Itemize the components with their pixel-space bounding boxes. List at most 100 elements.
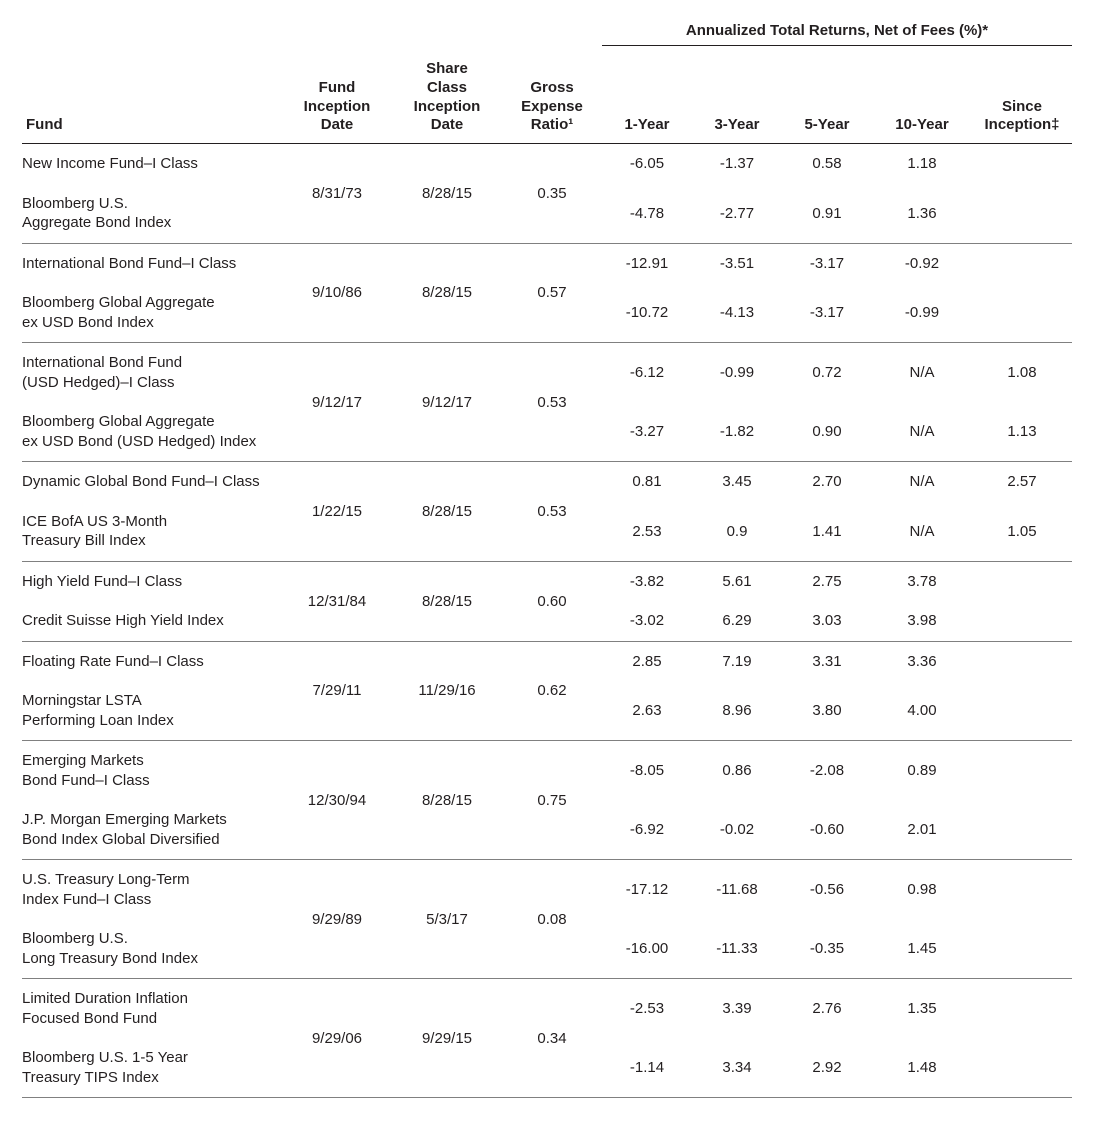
bench-return-y1: -10.72 [602,283,692,342]
bench-return-si [972,1038,1072,1097]
bench-return-y10: 4.00 [872,681,972,740]
fund-return-y5: 2.70 [782,462,872,502]
fund-return-si: 1.08 [972,343,1072,402]
bench-return-y10: N/A [872,402,972,461]
col-10yr: 10-Year [872,60,972,143]
fund-inception-date: 12/30/94 [282,741,392,859]
bench-return-y3: 8.96 [692,681,782,740]
bench-return-y3: 3.34 [692,1038,782,1097]
table-group: Limited Duration InflationFocused Bond F… [22,979,1072,1097]
bench-return-si [972,601,1072,641]
benchmark-name: Credit Suisse High Yield Index [22,601,282,641]
bench-return-y10: 2.01 [872,800,972,859]
fund-return-y5: 0.72 [782,343,872,402]
fund-return-y3: 0.86 [692,741,782,800]
col-share-class-inception: ShareClassInceptionDate [392,60,502,143]
gross-expense-ratio: 0.53 [502,343,602,461]
fund-return-si [972,741,1072,800]
fund-return-y10: 3.78 [872,562,972,602]
table-group: Floating Rate Fund–I ClassMorningstar LS… [22,642,1072,741]
fund-return-y5: -3.17 [782,244,872,284]
fund-inception-date: 1/22/15 [282,462,392,561]
bench-return-y10: 1.45 [872,919,972,978]
share-class-inception-date: 11/29/16 [392,642,502,741]
fund-return-y1: 0.81 [602,462,692,502]
fund-return-y5: 3.31 [782,642,872,682]
bench-return-y3: -0.02 [692,800,782,859]
fund-return-si [972,642,1072,682]
fund-return-y10: 1.35 [872,979,972,1038]
fund-inception-date: 12/31/84 [282,562,392,641]
col-gross-expense: GrossExpenseRatio¹ [502,60,602,143]
fund-return-y5: 2.75 [782,562,872,602]
fund-return-y5: 0.58 [782,144,872,184]
bench-return-si [972,283,1072,342]
fund-return-y1: -8.05 [602,741,692,800]
fund-return-y1: -6.12 [602,343,692,402]
bench-return-y3: 0.9 [692,502,782,561]
fund-return-si: 2.57 [972,462,1072,502]
fund-return-y1: -3.82 [602,562,692,602]
benchmark-name: Bloomberg U.S.Long Treasury Bond Index [22,919,282,978]
table-group: High Yield Fund–I ClassCredit Suisse Hig… [22,562,1072,641]
fund-inception-date: 9/29/89 [282,860,392,978]
table-group: International Bond Fund(USD Hedged)–I Cl… [22,343,1072,461]
fund-return-y5: 2.76 [782,979,872,1038]
bench-return-y1: -3.27 [602,402,692,461]
fund-return-y1: -6.05 [602,144,692,184]
fund-return-y10: N/A [872,462,972,502]
bench-return-y5: 3.80 [782,681,872,740]
fund-name: Emerging MarketsBond Fund–I Class [22,741,282,800]
fund-name: Limited Duration InflationFocused Bond F… [22,979,282,1038]
gross-expense-ratio: 0.35 [502,144,602,243]
fund-return-si [972,860,1072,919]
bench-return-y5: 0.91 [782,184,872,243]
fund-return-si [972,244,1072,284]
bench-return-y10: 1.36 [872,184,972,243]
col-1yr: 1-Year [602,60,692,143]
bench-return-y1: -1.14 [602,1038,692,1097]
bench-return-y3: -11.33 [692,919,782,978]
fund-return-y3: 3.39 [692,979,782,1038]
bench-return-y1: -16.00 [602,919,692,978]
fund-return-y1: -17.12 [602,860,692,919]
gross-expense-ratio: 0.08 [502,860,602,978]
share-class-inception-date: 8/28/15 [392,562,502,641]
gross-expense-ratio: 0.75 [502,741,602,859]
fund-return-y10: N/A [872,343,972,402]
fund-return-y3: 3.45 [692,462,782,502]
fund-return-si [972,979,1072,1038]
fund-return-y3: 5.61 [692,562,782,602]
share-class-inception-date: 8/28/15 [392,144,502,243]
bench-return-y10: N/A [872,502,972,561]
fund-name: Floating Rate Fund–I Class [22,642,282,682]
bench-return-y5: 1.41 [782,502,872,561]
bench-return-si [972,184,1072,243]
benchmark-name: ICE BofA US 3-MonthTreasury Bill Index [22,502,282,561]
table-group: U.S. Treasury Long-TermIndex Fund–I Clas… [22,860,1072,978]
group-separator [22,1097,1072,1098]
fund-name: U.S. Treasury Long-TermIndex Fund–I Clas… [22,860,282,919]
fund-inception-date: 7/29/11 [282,642,392,741]
fund-name: International Bond Fund–I Class [22,244,282,284]
bench-return-y1: 2.53 [602,502,692,561]
fund-inception-date: 8/31/73 [282,144,392,243]
bench-return-y1: -6.92 [602,800,692,859]
fund-return-y1: 2.85 [602,642,692,682]
benchmark-name: Bloomberg U.S. 1-5 YearTreasury TIPS Ind… [22,1038,282,1097]
bench-return-si: 1.13 [972,402,1072,461]
bench-return-y10: 1.48 [872,1038,972,1097]
gross-expense-ratio: 0.62 [502,642,602,741]
fund-name: Dynamic Global Bond Fund–I Class [22,462,282,502]
bench-return-y10: 3.98 [872,601,972,641]
fund-return-y10: 0.89 [872,741,972,800]
benchmark-name: Morningstar LSTAPerforming Loan Index [22,681,282,740]
gross-expense-ratio: 0.53 [502,462,602,561]
bench-return-y5: -0.35 [782,919,872,978]
share-class-inception-date: 9/29/15 [392,979,502,1097]
gross-expense-ratio: 0.60 [502,562,602,641]
benchmark-name: Bloomberg Global Aggregateex USD Bond (U… [22,402,282,461]
fund-return-y10: 0.98 [872,860,972,919]
share-class-inception-date: 8/28/15 [392,741,502,859]
bench-return-y1: -3.02 [602,601,692,641]
